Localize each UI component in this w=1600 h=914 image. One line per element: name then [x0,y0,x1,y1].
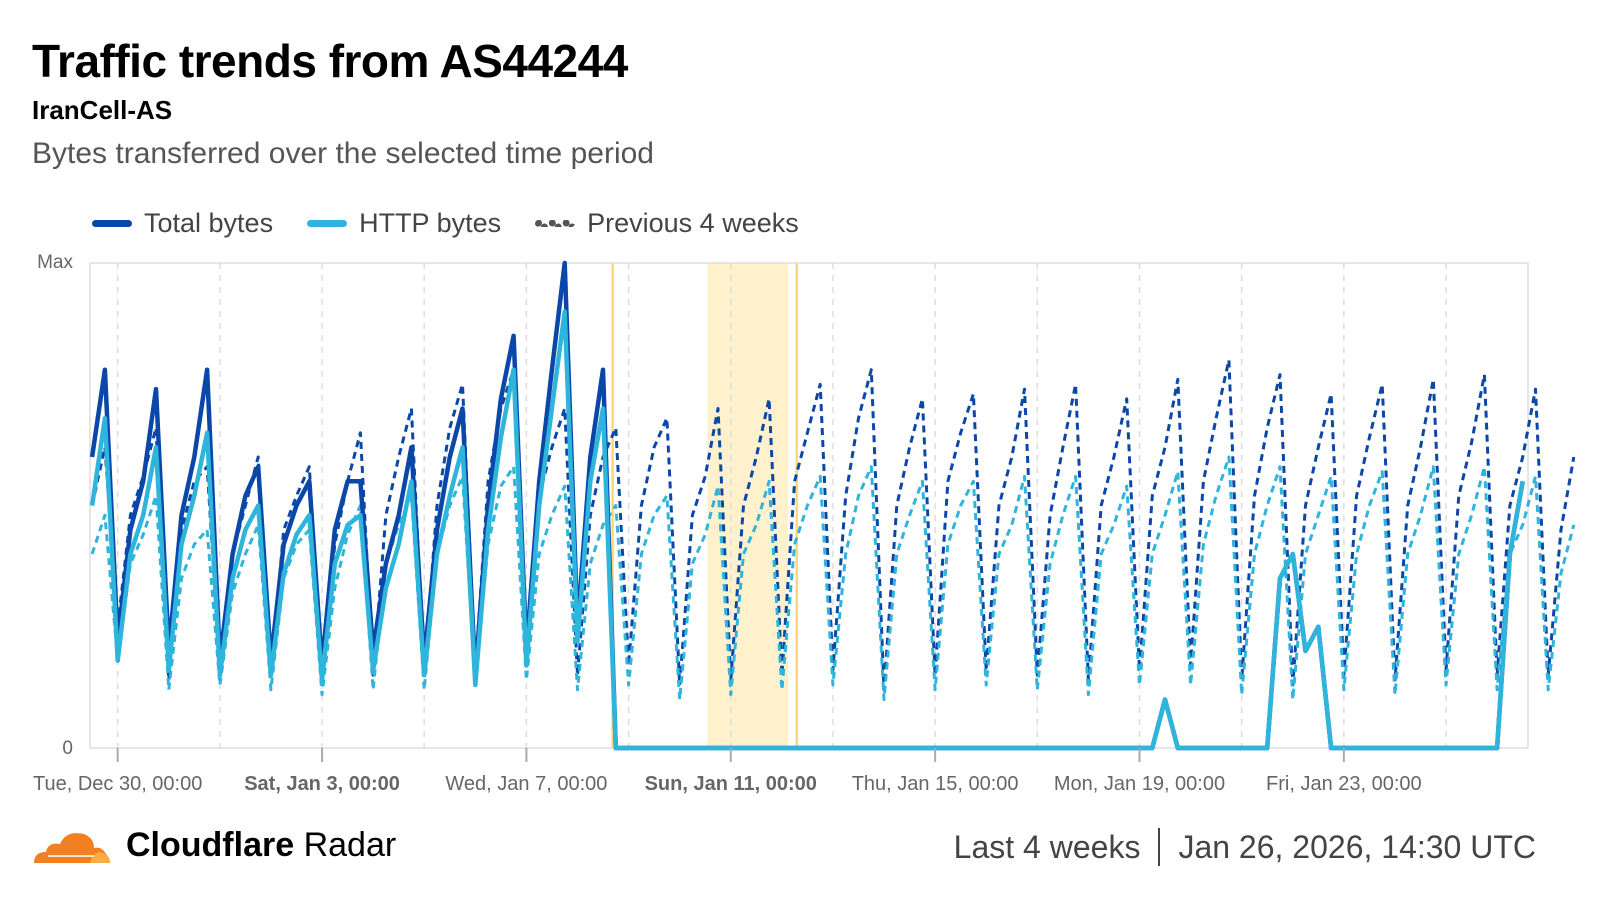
cloudflare-cloud-icon [34,832,110,863]
time-range: Last 4 weeks [953,828,1141,865]
page-subtitle: IranCell-AS [32,95,173,125]
x-tick-label: Sat, Jan 3, 00:00 [244,773,400,795]
brand-product: Radar [303,826,397,864]
chart-description: Bytes transferred over the selected time… [32,137,654,170]
chart-footer-info: Last 4 weeks Jan 26, 2026, 14:30 UTC [954,828,1536,866]
x-tick-label: Tue, Dec 30, 00:00 [33,773,202,795]
legend-swatch-http [307,220,348,227]
x-tick-label: Sun, Jan 11, 00:00 [645,773,817,795]
legend-label: Previous 4 weeks [587,208,799,238]
legend-item-previous[interactable]: Previous 4 weeks [535,208,799,239]
timestamp: Jan 26, 2026, 14:30 UTC [1178,828,1536,865]
separator [1158,828,1161,866]
brand-name: Cloudflare [126,826,295,864]
cloudflare-radar-logo: Cloudflare Radar [32,826,396,865]
x-tick-label: Fri, Jan 23, 00:00 [1266,773,1422,795]
series-previous-4-weeks-http- [90,455,1576,701]
chart-legend: Total bytes HTTP bytes Previous 4 weeks [92,208,799,239]
y-tick-label-zero: 0 [62,738,73,759]
x-tick-label: Mon, Jan 19, 00:00 [1054,773,1225,795]
legend-swatch-total [92,220,132,227]
legend-item-http[interactable]: HTTP bytes [307,208,501,239]
page-title: Traffic trends from AS44244 [32,35,628,87]
x-tick-label: Thu, Jan 15, 00:00 [852,773,1019,795]
annotation-band [707,263,789,748]
legend-item-total[interactable]: Total bytes [92,208,273,239]
x-tick-label: Wed, Jan 7, 00:00 [445,773,607,795]
legend-label: Total bytes [144,208,274,238]
y-tick-label-max: Max [37,252,73,273]
legend-swatch-previous [535,220,576,227]
legend-label: HTTP bytes [359,208,502,238]
series-http-bytes [89,309,1525,751]
